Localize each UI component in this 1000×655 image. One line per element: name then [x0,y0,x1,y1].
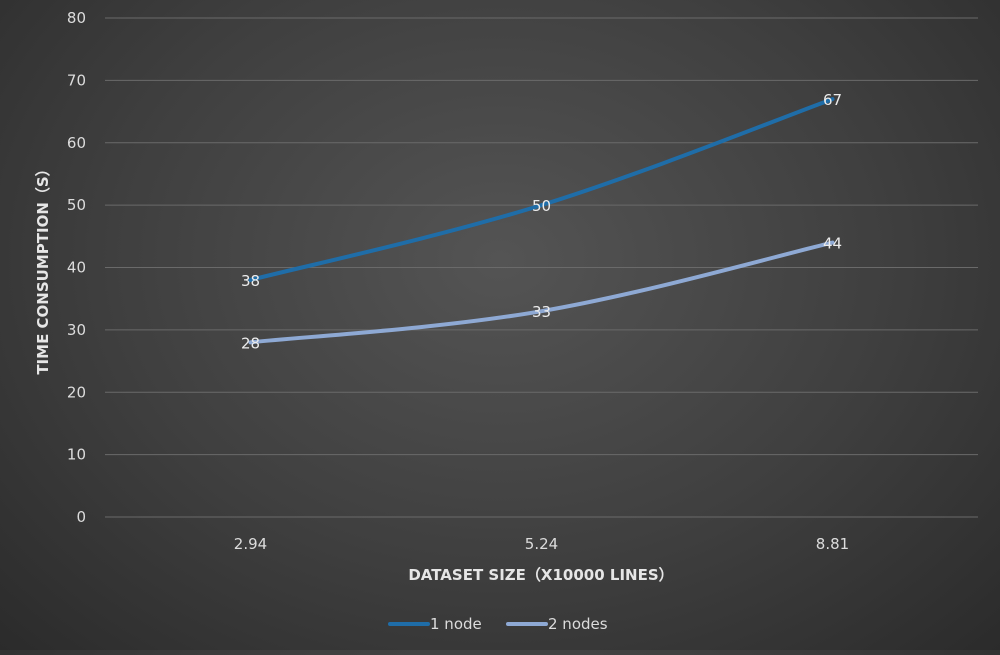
x-tick-label: 5.24 [525,535,558,553]
data-label: 28 [241,334,260,352]
data-label: 33 [532,303,551,321]
data-label: 67 [823,91,842,109]
x-tick-label: 2.94 [234,535,267,553]
x-tick-label: 8.81 [816,535,849,553]
data-label: 50 [532,197,551,215]
y-tick-label: 50 [67,196,86,214]
y-tick-label: 0 [76,508,86,526]
y-tick-label: 20 [67,383,86,401]
y-axis-ticks: 0 10 20 30 40 50 60 70 80 [67,9,86,526]
data-label: 38 [241,272,260,290]
y-tick-label: 60 [67,134,86,152]
x-axis-ticks: 2.94 5.24 8.81 [234,535,849,553]
gridlines [105,17,978,518]
series-line-2 [248,240,835,345]
data-label: 44 [823,235,842,253]
y-tick-label: 80 [67,9,86,27]
y-tick-label: 10 [67,446,86,464]
y-tick-label: 70 [67,71,86,89]
legend-label: 2 nodes [548,615,608,633]
data-labels: 38 50 67 28 33 44 [241,91,842,352]
y-tick-label: 40 [67,259,86,277]
series-line-1 [248,97,835,282]
x-axis-title: DATASET SIZE（X10000 LINES） [408,566,673,584]
y-axis-title: TIME CONSUMPTION（S） [34,161,52,374]
y-tick-label: 30 [67,321,86,339]
legend: 1 node 2 nodes [388,615,608,633]
legend-label: 1 node [430,615,482,633]
series-lines [248,97,835,345]
